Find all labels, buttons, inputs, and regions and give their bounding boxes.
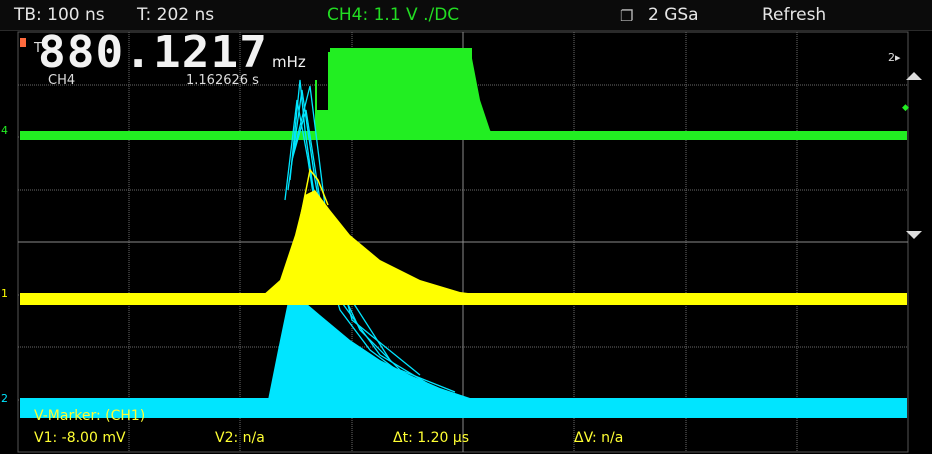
counter-period: 1.162626 s	[186, 73, 259, 88]
acquisition-mode-label[interactable]: Refresh	[762, 5, 827, 25]
status-bar: TB: 100 ns T: 202 ns CH4: 1.1 V ./DC ❐ 2…	[0, 0, 932, 31]
timebase-label[interactable]: TB: 100 ns	[14, 5, 105, 25]
frequency-value: 880.1217	[38, 30, 268, 78]
vmarker-panel: V-Marker: (CH1) V1: -8.00 mV V2: n/a Δt:…	[34, 408, 623, 446]
vmarker-v2[interactable]: V2: n/a	[215, 430, 265, 446]
ch4-marker[interactable]: 4	[1, 124, 8, 137]
waveform-display[interactable]: 4 1 2 2▸ ◆ T 880.1217 mHz CH4 1.162626 s…	[0, 30, 932, 454]
ch1-marker[interactable]: 1	[1, 287, 8, 300]
counter-overlay-label: T	[33, 41, 42, 56]
vmarker-dt[interactable]: Δt: 1.20 µs	[393, 430, 469, 446]
waveform-canvas: 4 1 2 2▸ ◆ T 880.1217 mHz CH4 1.162626 s…	[1, 30, 922, 453]
scroll-up-arrow-icon[interactable]	[906, 72, 922, 80]
ch4-right-marker-icon: ◆	[902, 103, 909, 113]
sample-rate-label[interactable]: 2 GSa	[648, 5, 699, 25]
ch4-trace	[20, 48, 907, 140]
vmarker-title[interactable]: V-Marker: (CH1)	[34, 408, 145, 424]
channel-setting-label[interactable]: CH4: 1.1 V ./DC	[327, 5, 460, 25]
ch1-trace	[20, 168, 907, 305]
trigger-position-icon	[20, 38, 26, 47]
counter-channel: CH4	[48, 73, 75, 88]
frequency-unit: mHz	[272, 53, 306, 71]
memory-icon: ❐	[620, 7, 634, 25]
vmarker-v1[interactable]: V1: -8.00 mV	[34, 430, 126, 446]
trigger-time-label[interactable]: T: 202 ns	[137, 5, 215, 25]
right-ch2-marker[interactable]: 2▸	[888, 51, 901, 64]
vmarker-dv[interactable]: ΔV: n/a	[574, 430, 623, 446]
ch2-marker[interactable]: 2	[1, 392, 8, 405]
scroll-down-arrow-icon[interactable]	[906, 231, 922, 239]
